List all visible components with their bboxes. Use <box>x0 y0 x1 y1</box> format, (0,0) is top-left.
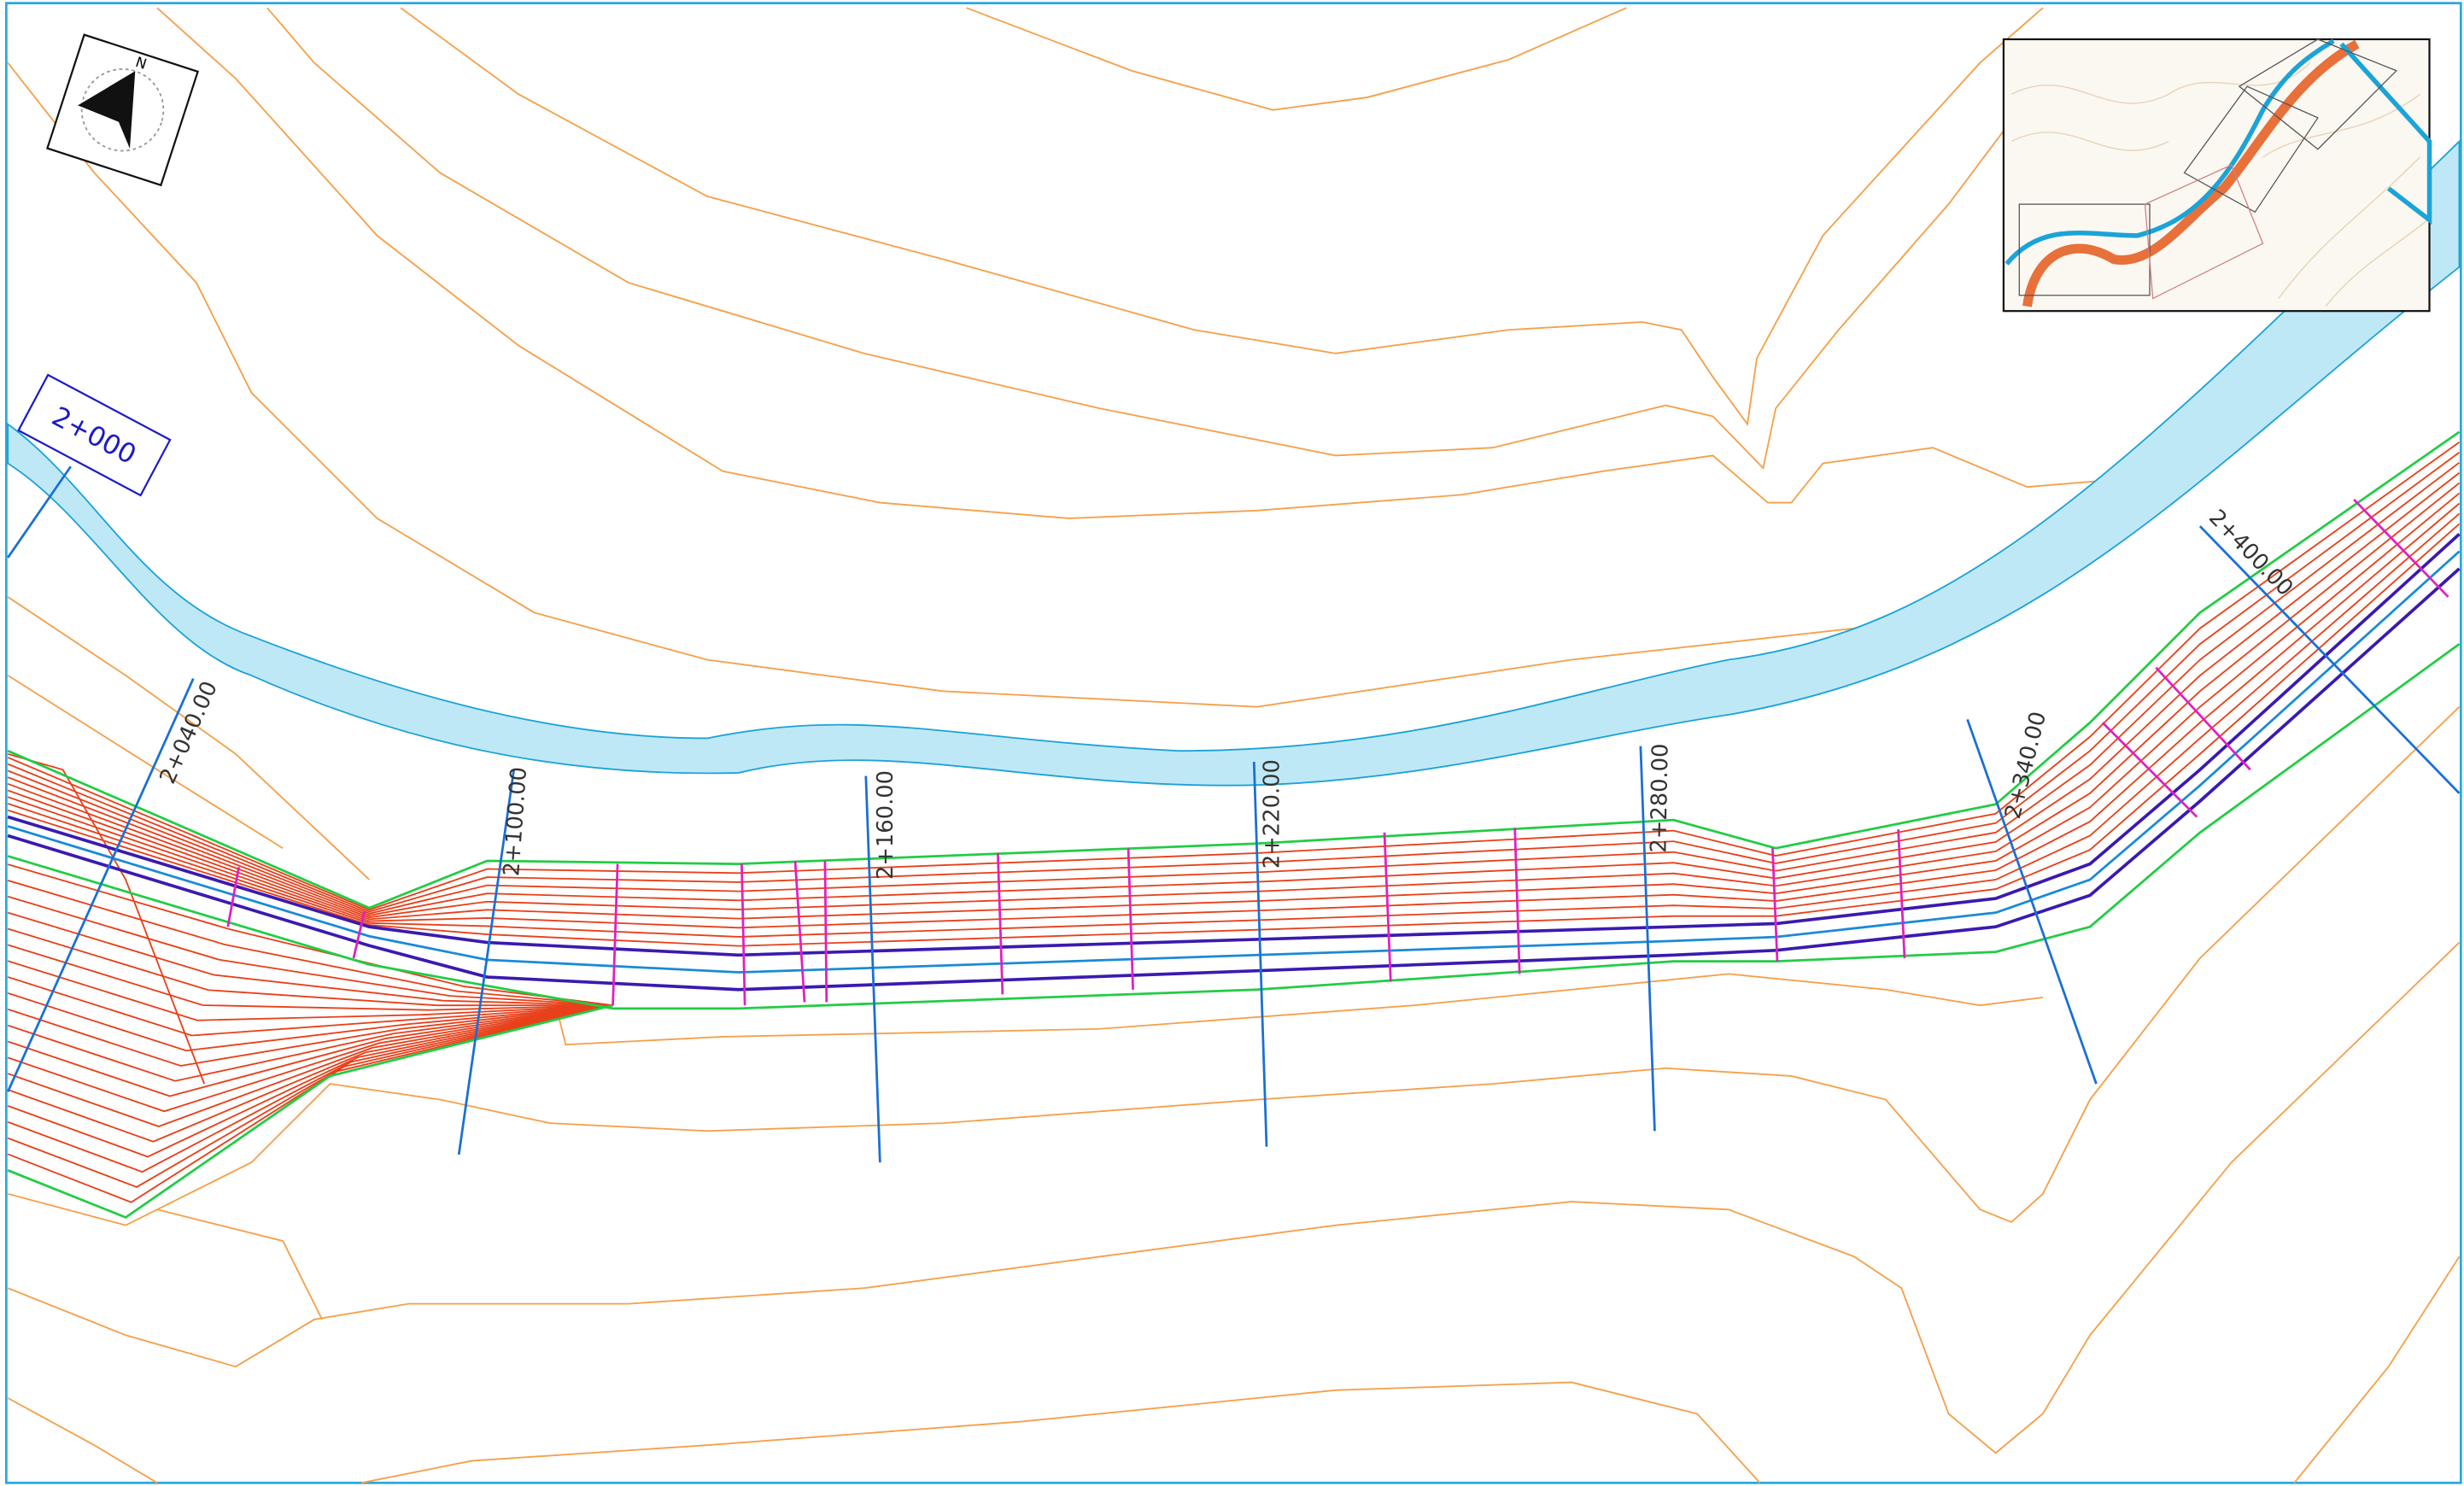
inset-river <box>2005 38 2335 266</box>
inset-contour <box>2010 62 2311 104</box>
cut-line <box>7 471 2461 916</box>
contour <box>966 7 1627 111</box>
station-line <box>864 775 881 1163</box>
inset-frame <box>2002 38 2431 313</box>
cut-line <box>7 451 2461 913</box>
inset-sheet <box>2144 164 2264 300</box>
edge-bottom <box>7 643 2461 1010</box>
contour <box>266 7 2044 471</box>
fill-line <box>7 1004 613 1097</box>
contour <box>7 941 2461 1454</box>
inset-map <box>2002 38 2432 313</box>
station-line <box>2198 525 2461 794</box>
inset-contour <box>2278 156 2421 299</box>
fill-line <box>7 1004 613 1127</box>
fill-line <box>7 880 613 1007</box>
contour <box>7 596 371 880</box>
contour <box>7 1397 158 1484</box>
section-tick <box>2101 722 2198 818</box>
station-line <box>7 465 72 559</box>
contour <box>7 675 284 850</box>
cut-line <box>7 502 2461 929</box>
section-tick <box>1513 828 1521 974</box>
inset-contour <box>2010 132 2169 151</box>
inset-contour <box>2325 219 2429 307</box>
section-tick <box>226 867 241 927</box>
station-line <box>6 678 195 1092</box>
river <box>7 139 2461 787</box>
fill-line <box>7 960 613 1021</box>
inset-sheets <box>2018 38 2398 300</box>
fill-line <box>7 1004 613 1067</box>
cut-line <box>7 482 2461 919</box>
station-line <box>1639 746 1656 1132</box>
fill-line <box>7 1004 613 1158</box>
fill-line <box>7 911 613 1007</box>
cut-line <box>7 461 2461 915</box>
north-arrow: N <box>46 33 200 187</box>
cross-section-marks <box>226 498 2449 1006</box>
fill-line <box>7 895 613 1007</box>
section-tick <box>996 852 1004 995</box>
fill-line <box>7 944 613 1011</box>
edge-top <box>7 430 2461 910</box>
section-tick <box>2155 666 2251 771</box>
section-tick <box>740 863 746 1006</box>
fill-line <box>7 1004 613 1188</box>
inset-sheet <box>2018 203 2151 296</box>
contour <box>2293 1255 2461 1483</box>
section-tick <box>793 860 806 1003</box>
contour <box>361 1381 1761 1484</box>
section-tick <box>1383 832 1392 982</box>
cut-line <box>7 442 2461 911</box>
contour <box>7 62 1965 708</box>
contour <box>557 973 2044 1046</box>
fill-line <box>7 927 613 1007</box>
north-pointer <box>78 71 136 149</box>
tag-box <box>17 373 172 497</box>
inset-sheet <box>2238 38 2398 150</box>
edge-left <box>7 1003 613 1220</box>
north-label: N <box>133 54 149 73</box>
contours <box>7 7 2461 1484</box>
road-corridor <box>7 430 2461 1220</box>
section-tick <box>823 860 828 1003</box>
section-tick <box>1127 848 1134 990</box>
inset-sheet <box>2183 85 2319 214</box>
section-tick <box>352 910 366 959</box>
fill-line <box>7 1004 613 1143</box>
fill-line <box>7 1004 613 1082</box>
cut-line <box>7 523 2461 947</box>
contour <box>156 7 2122 519</box>
fill-line <box>7 992 613 1052</box>
road-edge <box>7 567 2461 992</box>
inset-river-branch <box>2339 42 2432 225</box>
fill-line <box>7 976 613 1037</box>
cut-line <box>7 492 2461 921</box>
contour <box>156 1208 324 1320</box>
section-tick <box>1897 829 1906 959</box>
station-line <box>1252 762 1268 1147</box>
station-line <box>1966 718 2098 1085</box>
station-label: 2+220.00 <box>1260 759 1285 869</box>
section-tick <box>612 863 619 1006</box>
contour <box>7 706 2461 1226</box>
road-edge <box>7 533 2461 957</box>
station-label: 2+160.00 <box>873 770 898 880</box>
contour <box>400 7 2044 426</box>
section-tick <box>1771 848 1779 962</box>
centerline <box>7 550 2461 974</box>
fill-line <box>7 1004 613 1113</box>
inset-road <box>2022 39 2360 307</box>
station-label: 2+280.00 <box>1646 743 1673 853</box>
fill-line <box>7 1004 613 1173</box>
station-line <box>457 769 516 1155</box>
section-tick <box>2353 498 2449 598</box>
cut-line <box>7 512 2461 938</box>
